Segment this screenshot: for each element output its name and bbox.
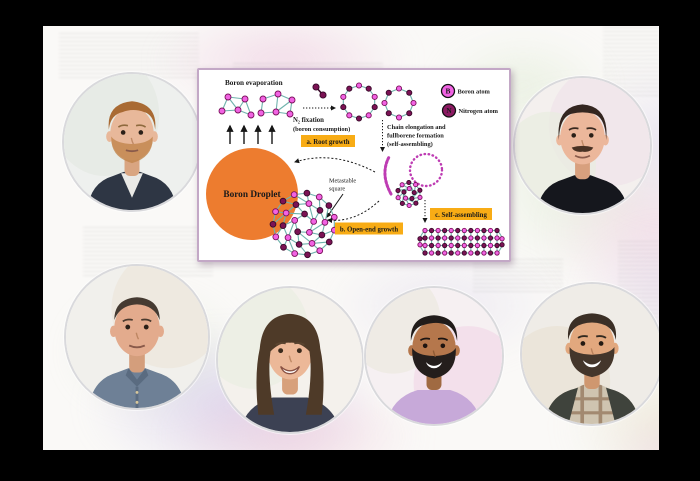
portrait-bottom-2 — [216, 286, 364, 434]
bn-ring-8 — [381, 85, 417, 121]
portrait-bottom-3 — [364, 286, 504, 426]
legend-nitrogen-symbol: N — [446, 106, 452, 115]
ghost-text-texture — [59, 32, 199, 78]
open-end-growth-arrow — [327, 200, 380, 224]
boron-cluster-left — [218, 93, 255, 119]
label-chain-elongation-1: Chain elongation and — [387, 124, 446, 131]
collage-background: Boron evaporation Boron Droplet — [43, 26, 659, 450]
nitrogen-molecule — [312, 83, 327, 99]
ghost-text-texture — [473, 258, 563, 292]
label-boron-droplet: Boron Droplet — [223, 190, 281, 200]
large-fullborene-cage — [269, 189, 338, 259]
portrait-top-right — [513, 76, 652, 215]
bn-chain — [383, 155, 393, 196]
label-boron-consumption: (boron consumption) — [293, 126, 350, 133]
label-metastable-1: Metastable — [329, 178, 356, 185]
portrait-bottom-4-photo — [522, 284, 659, 424]
portrait-bottom-2-photo — [218, 288, 362, 432]
portrait-bottom-3-photo — [366, 288, 502, 424]
label-chain-elongation-2: fullborene formation — [387, 133, 444, 140]
label-self-assembling: c. Self-assembling — [435, 212, 487, 219]
label-root-growth: a. Root growth — [306, 139, 349, 146]
label-chain-elongation-3: (self-assembling) — [387, 141, 433, 148]
label-open-end-growth: b. Open-end growth — [340, 227, 398, 234]
metastable-pointer-arrow — [326, 193, 344, 218]
step-open-end-growth: b. Open-end growth — [335, 222, 403, 235]
portrait-bottom-1-photo — [66, 266, 208, 408]
portrait-top-right-photo — [515, 78, 650, 213]
label-n2-fixation: N₂ fixation — [293, 117, 324, 124]
legend-boron-symbol: B — [446, 87, 451, 96]
portrait-bottom-1 — [64, 264, 210, 410]
bn-ring-10 — [340, 82, 378, 122]
legend: B Boron atom N Nitrogen atom — [440, 83, 499, 118]
boron-cluster-right — [257, 90, 296, 118]
small-fullborene-cage — [395, 179, 423, 209]
portrait-top-left-photo — [64, 74, 200, 210]
portrait-top-left — [62, 72, 202, 212]
mechanism-diagram-panel: Boron evaporation Boron Droplet — [197, 68, 511, 262]
label-metastable-2: square — [329, 186, 345, 193]
root-growth-arrow — [294, 157, 376, 173]
step-self-assembling: c. Self-assembling — [430, 208, 492, 220]
bn-nanotube — [417, 227, 505, 256]
legend-nitrogen-label: Nitrogen atom — [459, 108, 499, 115]
bn-open-ring — [408, 152, 444, 188]
boron-atom-icon — [440, 83, 456, 99]
legend-boron-label: Boron atom — [458, 89, 491, 96]
portrait-bottom-4 — [520, 282, 659, 426]
evaporation-arrows — [226, 124, 276, 144]
step-root-growth: a. Root growth — [301, 135, 355, 147]
mechanism-diagram: Boron evaporation Boron Droplet — [206, 79, 505, 259]
label-boron-evaporation: Boron evaporation — [225, 79, 283, 87]
nitrogen-atom-icon — [441, 103, 457, 118]
